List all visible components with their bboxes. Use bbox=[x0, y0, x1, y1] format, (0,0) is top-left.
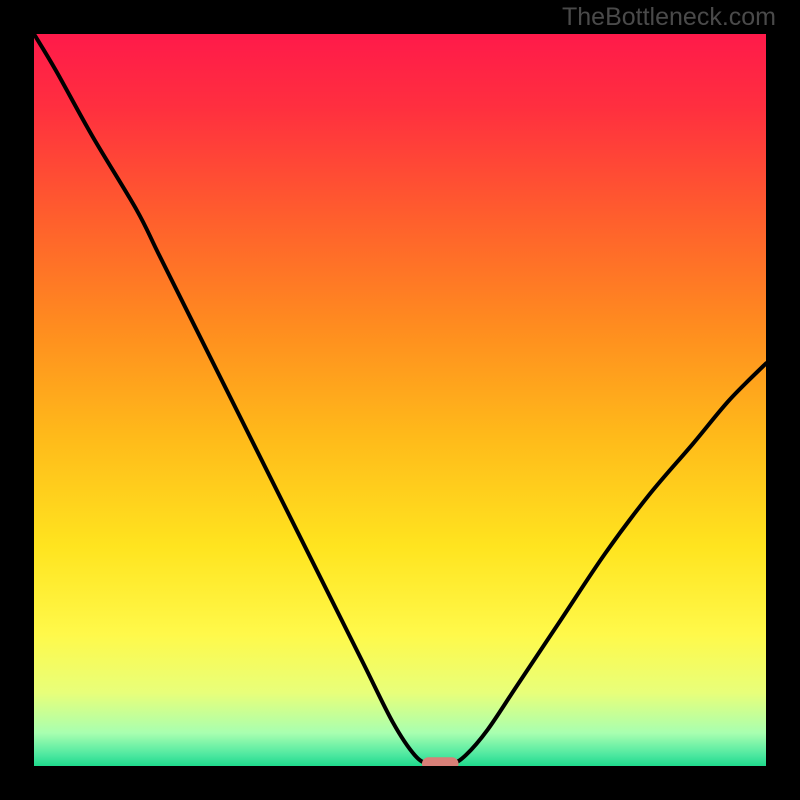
gradient-background bbox=[34, 34, 766, 766]
watermark-text: TheBottleneck.com bbox=[562, 3, 776, 32]
chart-svg bbox=[0, 0, 800, 800]
chart-container: { "canvas": { "width": 800, "height": 80… bbox=[0, 0, 800, 800]
